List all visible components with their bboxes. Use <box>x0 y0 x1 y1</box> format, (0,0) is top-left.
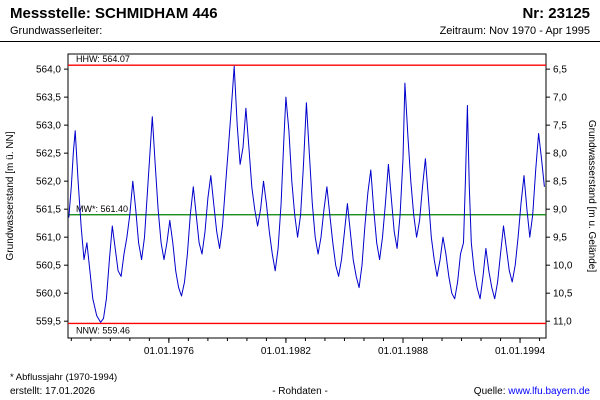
header-row-2: Grundwasserleiter: Zeitraum: Nov 1970 - … <box>10 25 590 38</box>
source-label: Quelle: <box>473 386 509 397</box>
period-label: Zeitraum: Nov 1970 - Apr 1995 <box>439 25 590 37</box>
y-axis-left-tick-label: 561,5 <box>36 205 61 216</box>
y-axis-left-tick-label: 563,0 <box>36 121 61 132</box>
nnw-label: NNW: 559.46 <box>76 325 130 335</box>
aquifer-label: Grundwasserleiter: <box>10 25 103 37</box>
created-date: erstellt: 17.01.2026 <box>10 386 96 397</box>
y-axis-right-tick-label: 10,0 <box>553 261 573 272</box>
source-link[interactable]: www.lfu.bayern.de <box>508 386 590 397</box>
source: Quelle: www.lfu.bayern.de <box>397 386 590 397</box>
y-axis-right-tick-label: 11,0 <box>553 317 572 328</box>
y-axis-left-tick-label: 562,0 <box>36 177 61 188</box>
y-axis-right-tick-label: 6,5 <box>553 65 567 76</box>
y-axis-left-tick-label: 564,0 <box>36 65 61 76</box>
y-axis-right-tick-label: 10,5 <box>553 289 573 300</box>
page-title: Messstelle: SCHMIDHAM 446 <box>10 5 218 22</box>
y-axis-right-title: Grundwasserstand [m u. Gelände] <box>586 120 597 273</box>
y-axis-right-tick-label: 8,5 <box>553 177 567 188</box>
report-header: Messstelle: SCHMIDHAM 446 Nr: 23125 Grun… <box>0 0 600 42</box>
groundwater-level-chart: 564,0 563,5 563,0 562,5 562,0 561,5 561,0 560,5… <box>5 53 597 357</box>
y-axis-left-tick-label: 563,5 <box>36 93 61 104</box>
y-axis-left-tick-label: 561,0 <box>36 233 61 244</box>
y-axis-right-tick-label: 7,0 <box>553 93 567 104</box>
y-axis-left-tick-label: 560,0 <box>36 289 61 300</box>
y-axis-right-tick-label: 9,5 <box>553 233 567 244</box>
y-axis-left-title: Grundwasserstand [m ü. NN] <box>5 131 16 260</box>
footnote: * Abflussjahr (1970-1994) <box>10 372 118 383</box>
y-axis-right-tick-label: 9,0 <box>553 205 567 216</box>
x-axis-tick-label: 01.01.1982 <box>261 346 311 357</box>
hhw-label: HHW: 564.07 <box>76 54 130 64</box>
station-number: Nr: 23125 <box>522 5 590 22</box>
y-axis-left-tick-label: 560,5 <box>36 261 61 272</box>
plot-frame <box>67 53 547 339</box>
x-axis-tick-label: 01.01.1994 <box>495 346 545 357</box>
report-footer: * Abflussjahr (1970-1994) erstellt: 17.0… <box>0 369 600 397</box>
mw-label: MW*: 561.40 <box>76 204 128 214</box>
data-type-label: - Rohdaten - <box>272 386 328 397</box>
x-axis-tick-label: 01.01.1988 <box>378 346 428 357</box>
y-axis-left-tick-label: 559,5 <box>36 317 61 328</box>
x-axis-tick-label: 01.01.1976 <box>144 346 194 357</box>
groundwater-level-series <box>68 65 545 323</box>
y-axis-right-tick-label: 8,0 <box>553 149 567 160</box>
header-row-1: Messstelle: SCHMIDHAM 446 Nr: 23125 <box>10 5 590 22</box>
footer-row: erstellt: 17.01.2026 - Rohdaten - Quelle… <box>10 386 590 397</box>
y-axis-right-tick-label: 7,5 <box>553 121 567 132</box>
y-axis-left-tick-label: 562,5 <box>36 149 61 160</box>
